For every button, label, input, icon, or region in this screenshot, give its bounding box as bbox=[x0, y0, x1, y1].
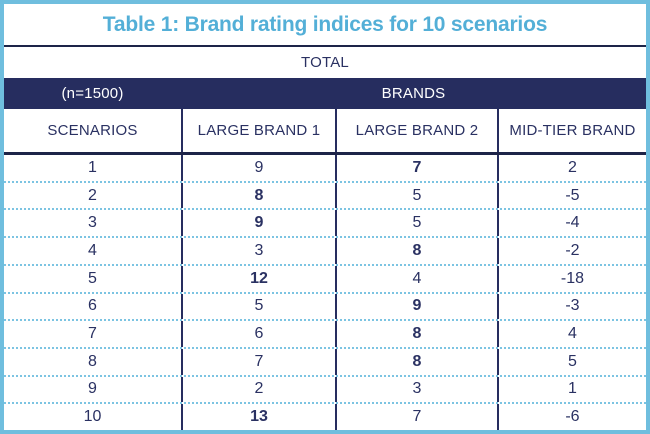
value-cell: 5 bbox=[180, 293, 335, 320]
column-header-large-brand-2: LARGE BRAND 2 bbox=[335, 109, 497, 152]
value-cell: -6 bbox=[496, 404, 646, 431]
scenario-cell: 7 bbox=[88, 325, 97, 343]
value-cell: 4 bbox=[496, 321, 646, 347]
table-row: 6 5 9 -3 bbox=[4, 291, 646, 320]
value-cell: 8 bbox=[335, 238, 497, 264]
value-cell: 7 bbox=[335, 404, 497, 431]
value-cell: 2 bbox=[496, 155, 646, 181]
value-cell: 8 bbox=[335, 348, 497, 375]
value-cell: 3 bbox=[180, 238, 335, 264]
brands-group-label: BRANDS bbox=[381, 85, 446, 102]
value-cell: 9 bbox=[180, 155, 335, 181]
scenario-cell: 3 bbox=[88, 214, 97, 232]
value-cell: 5 bbox=[335, 182, 497, 209]
value-cell: 5 bbox=[496, 348, 646, 375]
value-cell: 12 bbox=[180, 265, 335, 292]
table-row: 10 13 7 -6 bbox=[4, 402, 646, 431]
table-body: 1 9 7 2 2 8 5 -5 3 9 5 -4 4 3 8 -2 5 12 4 -18 6 5 9 -3 7 6 8 4 8 7 8 5 9… bbox=[4, 155, 646, 431]
scenario-cell: 1 bbox=[88, 158, 97, 176]
value-cell: 4 bbox=[335, 265, 497, 292]
sample-size-label: (n=1500) bbox=[61, 85, 124, 102]
brands-band: (n=1500) BRANDS bbox=[4, 78, 646, 109]
column-header-row: SCENARIOS LARGE BRAND 1 LARGE BRAND 2 MI… bbox=[4, 109, 646, 155]
total-row: TOTAL bbox=[4, 47, 646, 78]
value-cell: 2 bbox=[180, 376, 335, 403]
value-cell: -18 bbox=[496, 265, 646, 292]
value-cell: -4 bbox=[496, 210, 646, 237]
value-cell: 7 bbox=[335, 155, 497, 181]
value-cell: -3 bbox=[496, 293, 646, 320]
column-header-mid-tier-brand: MID-TIER BRAND bbox=[496, 109, 646, 152]
scenario-cell: 9 bbox=[88, 380, 97, 398]
value-cell: -5 bbox=[496, 182, 646, 209]
value-cell: 1 bbox=[496, 376, 646, 403]
value-cell: 8 bbox=[180, 182, 335, 209]
column-header-scenarios: SCENARIOS bbox=[47, 122, 138, 139]
value-cell: 8 bbox=[335, 321, 497, 347]
table-title: Table 1: Brand rating indices for 10 sce… bbox=[4, 4, 646, 47]
table-row: 2 8 5 -5 bbox=[4, 180, 646, 209]
table-row: 4 3 8 -2 bbox=[4, 236, 646, 264]
total-label: TOTAL bbox=[301, 54, 349, 71]
scenario-cell: 4 bbox=[88, 241, 97, 259]
value-cell: 3 bbox=[335, 376, 497, 403]
value-cell: -2 bbox=[496, 238, 646, 264]
scenario-cell: 8 bbox=[88, 352, 97, 370]
value-cell: 9 bbox=[180, 210, 335, 237]
column-header-large-brand-1: LARGE BRAND 1 bbox=[180, 109, 335, 152]
value-cell: 13 bbox=[180, 404, 335, 431]
value-cell: 6 bbox=[180, 321, 335, 347]
scenario-cell: 2 bbox=[88, 186, 97, 204]
scenario-cell: 6 bbox=[88, 297, 97, 315]
table-row: 3 9 5 -4 bbox=[4, 208, 646, 237]
value-cell: 5 bbox=[335, 210, 497, 237]
scenario-cell: 5 bbox=[88, 269, 97, 287]
table-row: 5 12 4 -18 bbox=[4, 263, 646, 292]
value-cell: 7 bbox=[180, 348, 335, 375]
value-cell: 9 bbox=[335, 293, 497, 320]
scenario-cell: 10 bbox=[83, 408, 102, 426]
